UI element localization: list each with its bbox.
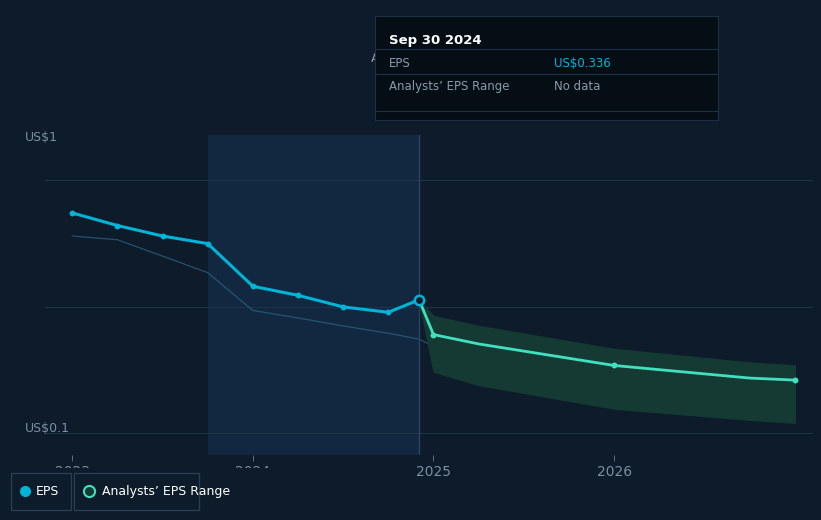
Text: Actual: Actual: [371, 52, 410, 65]
Text: Sep 30 2024: Sep 30 2024: [389, 34, 482, 47]
Bar: [11, 473, 71, 510]
Point: [66, 209, 79, 217]
Point: [788, 376, 801, 384]
Point: [382, 308, 395, 317]
Point: [412, 296, 425, 304]
Point: [156, 232, 169, 240]
Bar: [208, 135, 419, 455]
Text: EPS: EPS: [389, 57, 410, 70]
Point: [608, 361, 621, 370]
Point: [337, 303, 350, 311]
Point: [246, 282, 259, 291]
Text: No data: No data: [553, 80, 600, 93]
Text: US$1: US$1: [25, 131, 57, 144]
Text: Analysts Forecasts: Analysts Forecasts: [433, 52, 550, 65]
Point: [291, 291, 305, 300]
Text: US$0.336: US$0.336: [553, 57, 610, 70]
Bar: [74, 473, 199, 510]
Point: [111, 222, 124, 230]
Text: EPS: EPS: [36, 485, 59, 498]
Point: [201, 239, 214, 248]
Point: [427, 330, 440, 339]
Text: Analysts’ EPS Range: Analysts’ EPS Range: [389, 80, 509, 93]
Text: US$0.1: US$0.1: [25, 422, 70, 436]
Text: Analysts’ EPS Range: Analysts’ EPS Range: [102, 485, 230, 498]
